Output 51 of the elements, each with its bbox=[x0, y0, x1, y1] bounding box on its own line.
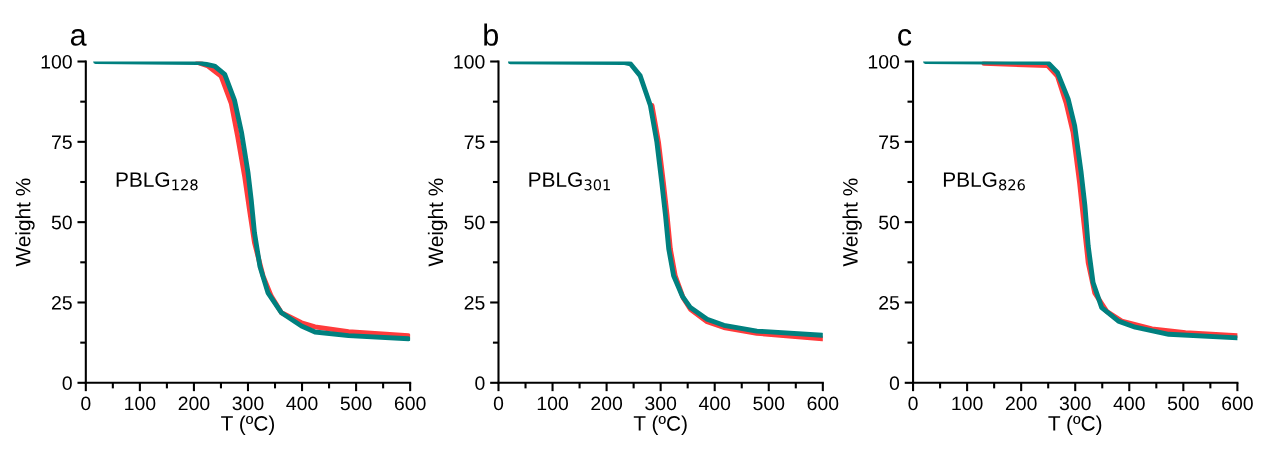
x-tick-label: 100 bbox=[952, 396, 983, 411]
y-tick-label: 100 bbox=[454, 54, 485, 69]
y-tick-label: 25 bbox=[464, 295, 485, 310]
chart-title: b bbox=[484, 23, 498, 46]
y-tick-label: 75 bbox=[879, 135, 900, 150]
chart-title: a bbox=[70, 29, 87, 46]
x-tick-label: 500 bbox=[753, 396, 785, 411]
y-tick-label: 0 bbox=[475, 376, 485, 391]
annotation: PBLG$_{128}$ bbox=[116, 172, 198, 191]
y-tick-label: 50 bbox=[879, 215, 900, 230]
y-tick-label: 75 bbox=[51, 135, 72, 150]
x-tick-label: 400 bbox=[698, 396, 731, 411]
x-tick-label: 200 bbox=[1005, 396, 1037, 411]
annotation: PBLG$_{301}$ bbox=[529, 172, 610, 191]
x-tick-label: 500 bbox=[1167, 396, 1199, 411]
x-tick-label: 500 bbox=[340, 396, 372, 411]
x-tick-label: 200 bbox=[178, 396, 210, 411]
line-series bbox=[93, 61, 411, 342]
x-tick-label: 200 bbox=[591, 396, 623, 411]
x-tick-label: 600 bbox=[394, 396, 426, 411]
y-tick-label: 75 bbox=[464, 135, 485, 150]
x-tick-label: 0 bbox=[908, 396, 918, 411]
x-axis-title: T (ºC) bbox=[633, 415, 687, 435]
y-tick-label: 25 bbox=[879, 295, 900, 310]
x-tick-label: 600 bbox=[1222, 396, 1253, 411]
x-tick-label: 300 bbox=[1059, 396, 1091, 411]
x-tick-label: 600 bbox=[807, 396, 839, 411]
y-tick-label: 25 bbox=[51, 295, 72, 310]
x-tick-label: 400 bbox=[286, 396, 318, 411]
y-tick-label: 100 bbox=[868, 54, 900, 69]
x-tick-label: 400 bbox=[1113, 396, 1145, 411]
y-axis-title: Weight % bbox=[15, 178, 35, 267]
x-tick-label: 300 bbox=[645, 396, 677, 411]
x-tick-label: 100 bbox=[125, 396, 156, 411]
y-tick-label: 50 bbox=[464, 215, 485, 230]
line-series bbox=[507, 61, 823, 338]
x-axis-title: T (ºC) bbox=[221, 415, 275, 435]
y-axis-title: Weight % bbox=[842, 178, 862, 267]
y-tick-label: 100 bbox=[41, 54, 72, 69]
x-tick-label: 0 bbox=[81, 396, 91, 411]
x-tick-label: 100 bbox=[537, 396, 569, 411]
y-tick-label: 0 bbox=[889, 376, 900, 391]
y-tick-label: 50 bbox=[51, 215, 72, 230]
annotation: PBLG$_{826}$ bbox=[943, 172, 1025, 191]
chart-title: c bbox=[898, 29, 912, 46]
x-axis-title: T (ºC) bbox=[1048, 415, 1102, 435]
y-tick-label: 0 bbox=[62, 376, 72, 391]
line-series bbox=[923, 61, 1238, 341]
y-axis-title: Weight % bbox=[427, 178, 448, 267]
x-tick-label: 300 bbox=[232, 396, 264, 411]
x-tick-label: 0 bbox=[493, 396, 504, 411]
